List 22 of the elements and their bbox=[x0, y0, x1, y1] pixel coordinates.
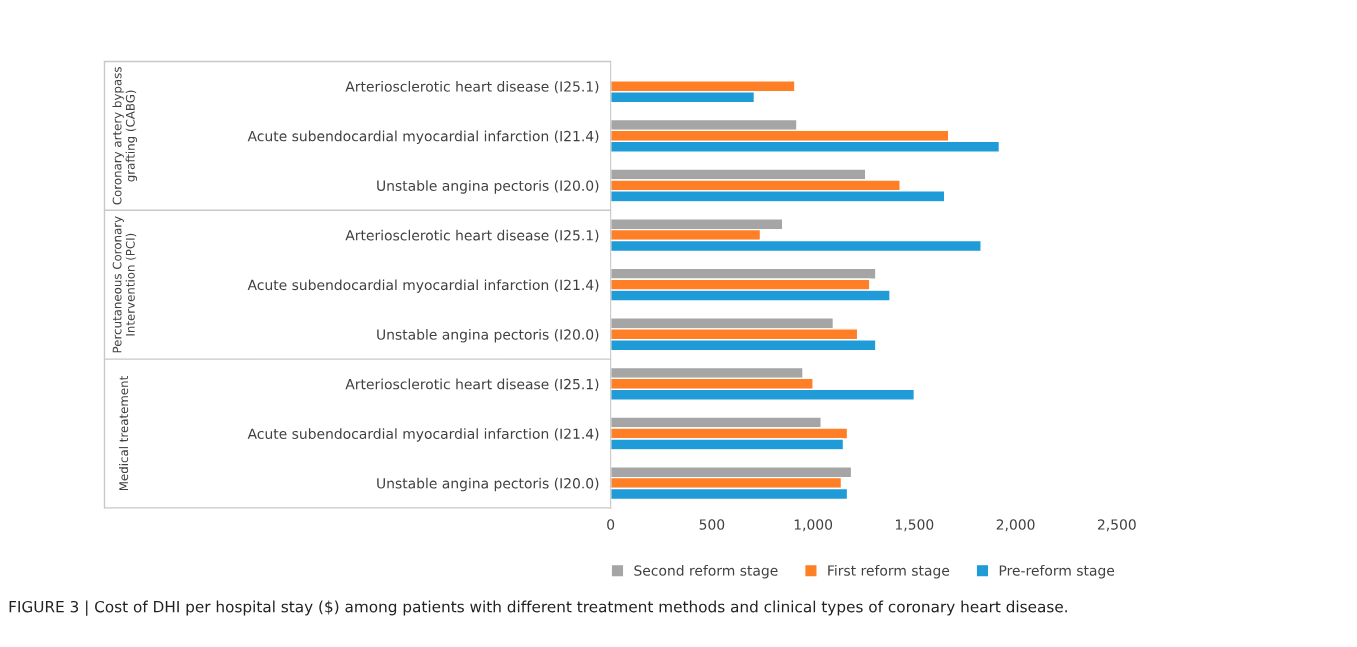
y-tick-label: Arteriosclerotic heart disease (I25.1) bbox=[345, 80, 599, 94]
x-tick-label: 500 bbox=[699, 519, 725, 530]
text: Percutaneous Coronary Intervention (PCI) bbox=[112, 216, 137, 353]
y-tick-label: Acute subendocardial myocardial infarction (I21.4) bbox=[247, 279, 599, 293]
y-tick-label: Unstable angina pectoris (I20.0) bbox=[377, 477, 599, 492]
y-tick-label: Arteriosclerotic heart disease (I25.1) bbox=[345, 229, 599, 243]
y-tick-label: Acute subendocardial myocardial infarction (I21.4) bbox=[247, 130, 599, 145]
text: Coronary artery bypass grafting (CABG) bbox=[112, 67, 138, 205]
x-tick-label: 2,500 bbox=[1097, 519, 1136, 532]
legend-label: First reform stage bbox=[828, 565, 950, 579]
y-tick-label: Arteriosclerotic heart disease (I25.1) bbox=[345, 378, 599, 391]
x-tick-label: 1,000 bbox=[794, 519, 833, 532]
legend-label: Pre-reform stage bbox=[999, 565, 1115, 579]
caption: FIGURE 3 | Cost of DHI per hospital stay ($) among patients with different treatment methods and clinical types of coronary heart disease. bbox=[9, 600, 1067, 616]
x-tick-label: 1,500 bbox=[895, 519, 934, 532]
y-tick-label: Unstable angina pectoris (I20.0) bbox=[377, 329, 599, 343]
x-tick-label: 0 bbox=[607, 519, 615, 530]
x-tick-label: 2,000 bbox=[996, 519, 1035, 532]
legend-label: Second reform stage bbox=[634, 565, 778, 579]
y-tick-label: Acute subendocardial myocardial infarction (I21.4) bbox=[247, 428, 599, 442]
text: Medical treatement bbox=[119, 376, 129, 491]
y-tick-label: Unstable angina pectoris (I20.0) bbox=[377, 180, 599, 194]
